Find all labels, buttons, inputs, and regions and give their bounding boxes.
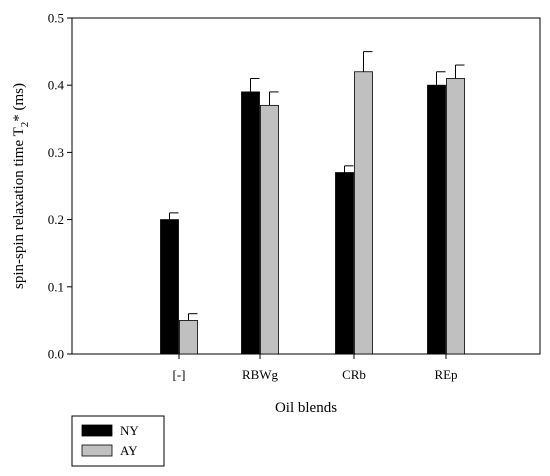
y-axis-title-main: spin-spin relaxation time T: [11, 127, 27, 289]
y-axis-title-subscript: 2: [19, 122, 31, 128]
bar-ny: [241, 91, 260, 355]
y-tick-label: 0.1: [48, 279, 64, 294]
bar-ny: [160, 219, 179, 355]
y-tick-label: 0.5: [48, 11, 64, 26]
bar-ay: [354, 71, 373, 355]
legend-box: [71, 415, 165, 467]
y-tick-label: 0.3: [48, 145, 64, 160]
x-tick-label: CRb: [342, 367, 366, 382]
bar-ay: [179, 319, 198, 355]
x-tick-label: REp: [434, 367, 457, 382]
bar-ay: [260, 104, 279, 355]
y-tick-label: 0.4: [48, 78, 65, 93]
legend: NY AY: [71, 415, 165, 467]
legend-swatch-ny: [81, 424, 113, 437]
bar-ny: [427, 84, 446, 355]
x-tick-label: [-]: [173, 367, 186, 382]
x-tick-label: RBWg: [242, 367, 279, 382]
y-axis: 0.0 0.1 0.2 0.3 0.4 0.5: [48, 11, 72, 362]
plot-frame: [71, 17, 541, 355]
y-axis-title-suffix: * (ms): [11, 83, 27, 122]
y-axis-title: spin-spin relaxation time T2* (ms): [11, 83, 31, 289]
legend-swatch-ay: [81, 444, 113, 457]
legend-label-ay: AY: [120, 443, 138, 458]
legend-label-ny: NY: [120, 423, 139, 438]
bar-ny: [335, 172, 354, 355]
bar-ay: [446, 78, 465, 355]
y-tick-label: 0.0: [48, 347, 64, 362]
bars-layer: [160, 71, 465, 355]
x-axis-title: Oil blends: [275, 400, 337, 416]
y-tick-label: 0.2: [48, 212, 64, 227]
x-axis: [-] RBWg CRb REp: [173, 354, 458, 382]
error-bars-layer: [169, 51, 465, 321]
